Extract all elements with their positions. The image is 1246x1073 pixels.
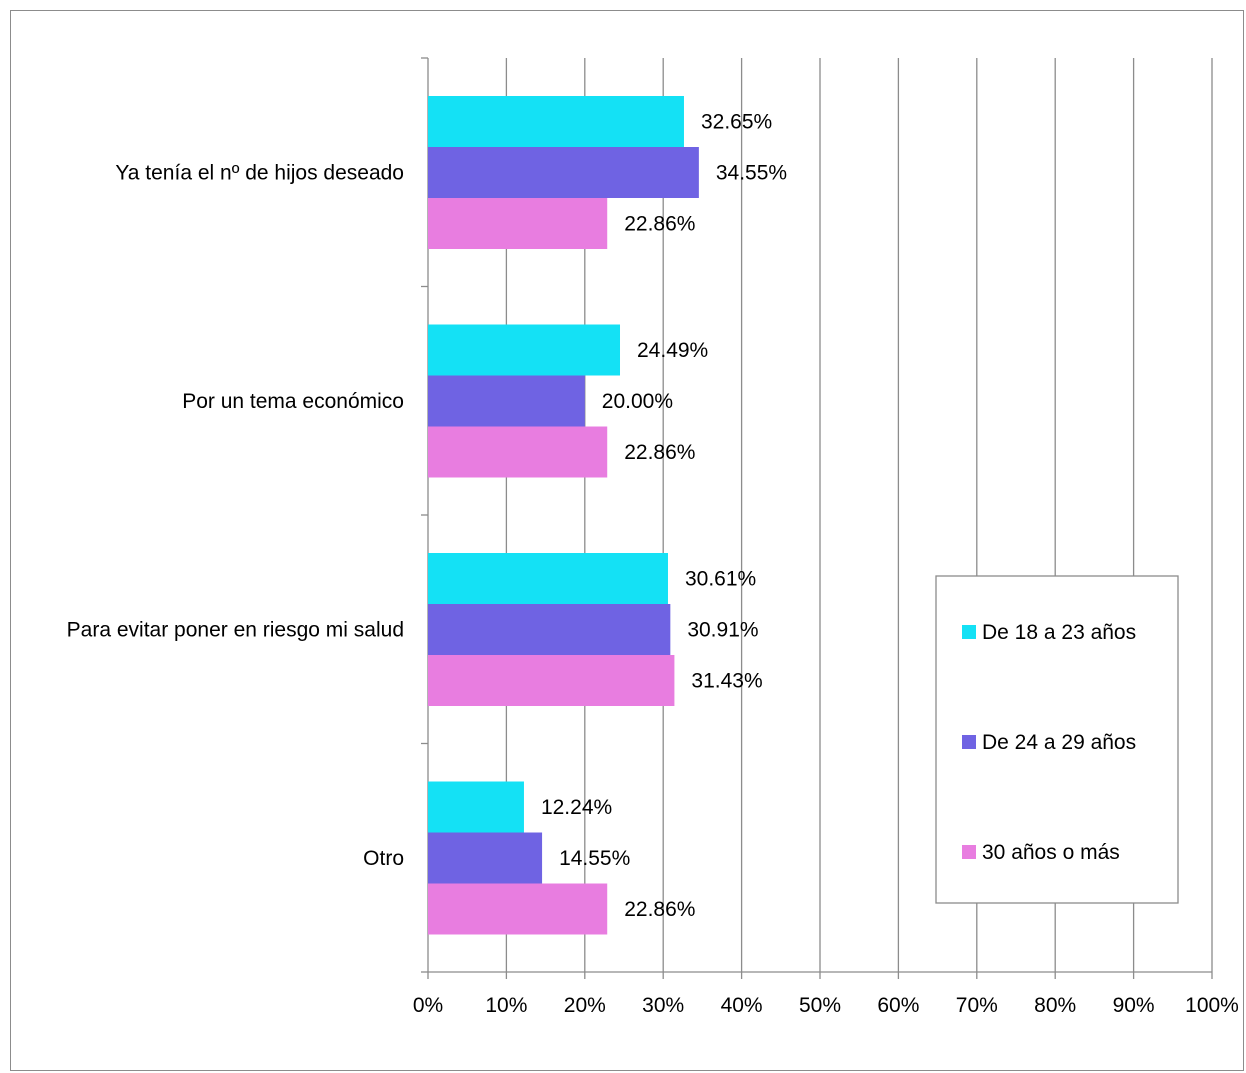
bar xyxy=(428,781,524,833)
bar xyxy=(428,96,684,147)
data-label: 32.65% xyxy=(701,111,772,134)
bar xyxy=(428,198,608,249)
x-tick-label: 20% xyxy=(564,994,606,1017)
data-label: 24.49% xyxy=(637,339,708,362)
x-tick-label: 80% xyxy=(1034,994,1076,1017)
legend-label: 30 años o más xyxy=(982,841,1120,864)
x-tick-label: 0% xyxy=(413,994,443,1017)
bar xyxy=(428,832,543,884)
bar xyxy=(428,655,675,706)
data-label: 20.00% xyxy=(602,390,673,413)
data-label: 22.86% xyxy=(624,213,695,236)
x-tick-label: 100% xyxy=(1185,994,1239,1017)
data-label: 22.86% xyxy=(624,898,695,921)
bar xyxy=(428,426,608,478)
category-label: Otro xyxy=(363,847,404,870)
data-label: 30.91% xyxy=(687,619,758,642)
bar xyxy=(428,604,671,655)
category-label: Por un tema económico xyxy=(182,390,404,413)
data-label: 30.61% xyxy=(685,568,756,591)
x-tick-label: 10% xyxy=(485,994,527,1017)
legend-swatch xyxy=(962,735,976,749)
bar xyxy=(428,883,608,935)
legend-swatch xyxy=(962,625,976,639)
bar xyxy=(428,553,668,604)
data-label: 31.43% xyxy=(691,670,762,693)
bar xyxy=(428,375,585,427)
x-tick-label: 40% xyxy=(721,994,763,1017)
data-label: 22.86% xyxy=(624,441,695,464)
data-labels: 32.65% 34.55% 22.86% 24.49% 20.00% 22.86% 30.6… xyxy=(541,111,787,922)
bar xyxy=(428,147,699,198)
data-label: 12.24% xyxy=(541,796,612,819)
data-label: 34.55% xyxy=(716,162,787,185)
category-label: Para evitar poner en riesgo mi salud xyxy=(67,619,404,642)
legend-label: De 24 a 29 años xyxy=(982,731,1136,754)
legend-box xyxy=(935,575,1179,904)
x-tick-label: 90% xyxy=(1113,994,1155,1017)
legend-label: De 18 a 23 años xyxy=(982,621,1136,644)
legend-swatch xyxy=(962,845,976,859)
category-label: Ya tenía el nº de hijos deseado xyxy=(115,162,404,185)
x-tick-label: 30% xyxy=(642,994,684,1017)
x-tick-label: 60% xyxy=(877,994,919,1017)
bars xyxy=(428,96,699,935)
legend: De 18 a 23 años De 24 a 29 años 30 años o … xyxy=(935,575,1179,904)
bar xyxy=(428,324,621,376)
axes: 0% 10% 20% 30% 40% 50% 60% 70% 80% 90% 100% Ya tení… xyxy=(67,57,1239,1017)
x-tick-label: 70% xyxy=(956,994,998,1017)
x-tick-label: 50% xyxy=(799,994,841,1017)
data-label: 14.55% xyxy=(559,847,630,870)
